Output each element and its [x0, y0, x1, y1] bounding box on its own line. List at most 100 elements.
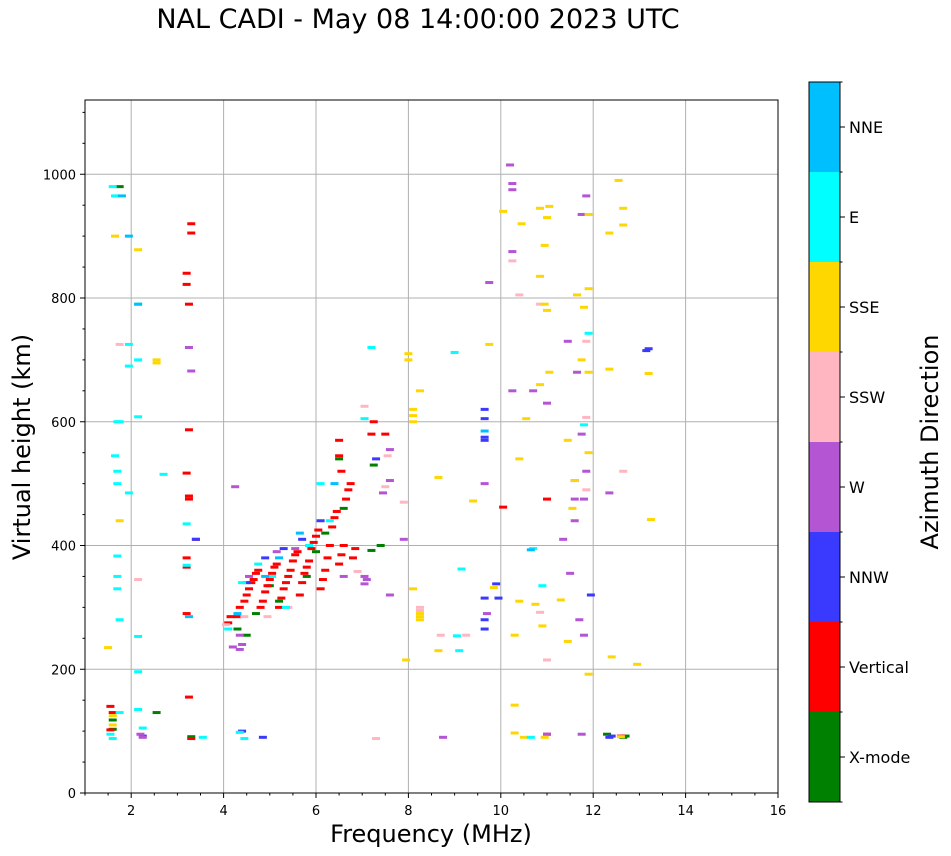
- point-w: [385, 593, 394, 597]
- point-e: [134, 634, 143, 638]
- point-sse: [536, 274, 545, 278]
- point-nnw: [480, 438, 489, 442]
- point-w: [184, 346, 193, 349]
- point-e: [134, 707, 143, 711]
- point-nnw: [480, 618, 489, 622]
- point-vertical: [275, 605, 284, 609]
- point-x-mode: [321, 531, 330, 535]
- colorbar-label-ssw: SSW: [849, 388, 885, 407]
- data-points: [104, 163, 655, 741]
- point-w: [339, 574, 348, 578]
- point-vertical: [295, 593, 304, 597]
- colorbar-swatch-vertical: [809, 622, 840, 712]
- point-e: [457, 567, 466, 571]
- point-vertical: [281, 581, 290, 585]
- point-sse: [402, 658, 411, 662]
- point-vertical: [543, 497, 551, 501]
- point-sse: [540, 735, 549, 739]
- point-w: [508, 188, 517, 192]
- point-sse: [510, 633, 519, 637]
- x-tick-label: 10: [493, 804, 510, 819]
- colorbar-label-nnw: NNW: [849, 568, 889, 587]
- point-sse: [510, 703, 519, 707]
- point-ssw: [543, 658, 551, 662]
- point-sse: [584, 212, 593, 216]
- point-e: [235, 730, 244, 734]
- point-w: [482, 612, 491, 616]
- point-vertical: [247, 581, 256, 585]
- point-nnw: [480, 627, 489, 631]
- point-ssw: [383, 454, 392, 458]
- x-axis-label: Frequency (MHz): [330, 820, 532, 848]
- point-x-mode: [603, 732, 612, 736]
- point-sse: [519, 735, 528, 739]
- point-ssw: [240, 615, 249, 619]
- point-sse: [404, 358, 413, 362]
- colorbar-swatch-x-mode: [809, 712, 840, 802]
- point-e: [113, 574, 122, 578]
- point-sse: [619, 223, 628, 227]
- point-ssw: [415, 608, 424, 612]
- point-sse: [152, 361, 161, 365]
- point-nne: [330, 482, 339, 486]
- point-nne: [526, 548, 535, 552]
- point-sse: [522, 417, 531, 421]
- point-vertical: [339, 544, 348, 547]
- point-vertical: [348, 556, 357, 560]
- y-tick-label: 200: [51, 663, 76, 678]
- point-w: [228, 645, 237, 649]
- point-vertical: [318, 578, 327, 582]
- point-sse: [540, 302, 549, 306]
- point-sse: [646, 518, 655, 522]
- point-sse: [531, 602, 540, 606]
- point-x-mode: [152, 711, 161, 715]
- point-vertical: [270, 565, 279, 569]
- point-w: [543, 401, 551, 405]
- point-sse: [536, 206, 545, 210]
- x-tick-label: 8: [404, 804, 412, 819]
- point-vertical: [351, 547, 360, 551]
- point-e: [159, 472, 168, 476]
- point-w: [573, 370, 582, 374]
- point-vertical: [335, 438, 344, 442]
- point-e: [224, 627, 233, 631]
- point-w: [231, 485, 240, 489]
- point-nnw: [494, 596, 503, 600]
- point-vertical: [187, 231, 196, 235]
- point-vertical: [284, 574, 293, 578]
- y-axis-label: Virtual height (km): [8, 334, 36, 560]
- point-w: [238, 643, 247, 646]
- point-sse: [485, 342, 494, 346]
- point-e: [182, 563, 191, 567]
- point-w: [605, 491, 614, 495]
- point-w: [582, 194, 591, 198]
- point-ssw: [536, 302, 545, 306]
- point-nnw: [480, 417, 489, 421]
- point-w: [582, 469, 591, 473]
- point-nne: [295, 531, 304, 535]
- point-sse: [545, 370, 554, 374]
- colorbar: X-mode Vertical NNW W SSW SSE E NNE: [808, 81, 910, 803]
- point-e: [240, 737, 249, 741]
- point-sse: [605, 231, 614, 235]
- point-vertical: [224, 621, 233, 625]
- y-tick-label: 600: [51, 416, 76, 431]
- point-sse: [469, 499, 478, 503]
- point-e: [115, 711, 124, 715]
- point-vertical: [337, 553, 346, 557]
- point-sse: [563, 438, 572, 442]
- point-e: [584, 331, 593, 335]
- point-w: [136, 732, 145, 736]
- point-vertical: [342, 497, 351, 501]
- point-e: [134, 670, 143, 674]
- point-nne: [117, 194, 126, 198]
- point-w: [575, 618, 584, 622]
- point-e: [198, 735, 207, 739]
- point-nnw: [480, 596, 489, 600]
- point-vertical: [309, 540, 318, 544]
- point-sse: [607, 655, 616, 659]
- point-sse: [115, 519, 124, 523]
- x-axis: 2 4 6 8 10 12 14 16: [84, 793, 786, 819]
- point-w: [508, 250, 517, 254]
- point-ssw: [353, 569, 362, 573]
